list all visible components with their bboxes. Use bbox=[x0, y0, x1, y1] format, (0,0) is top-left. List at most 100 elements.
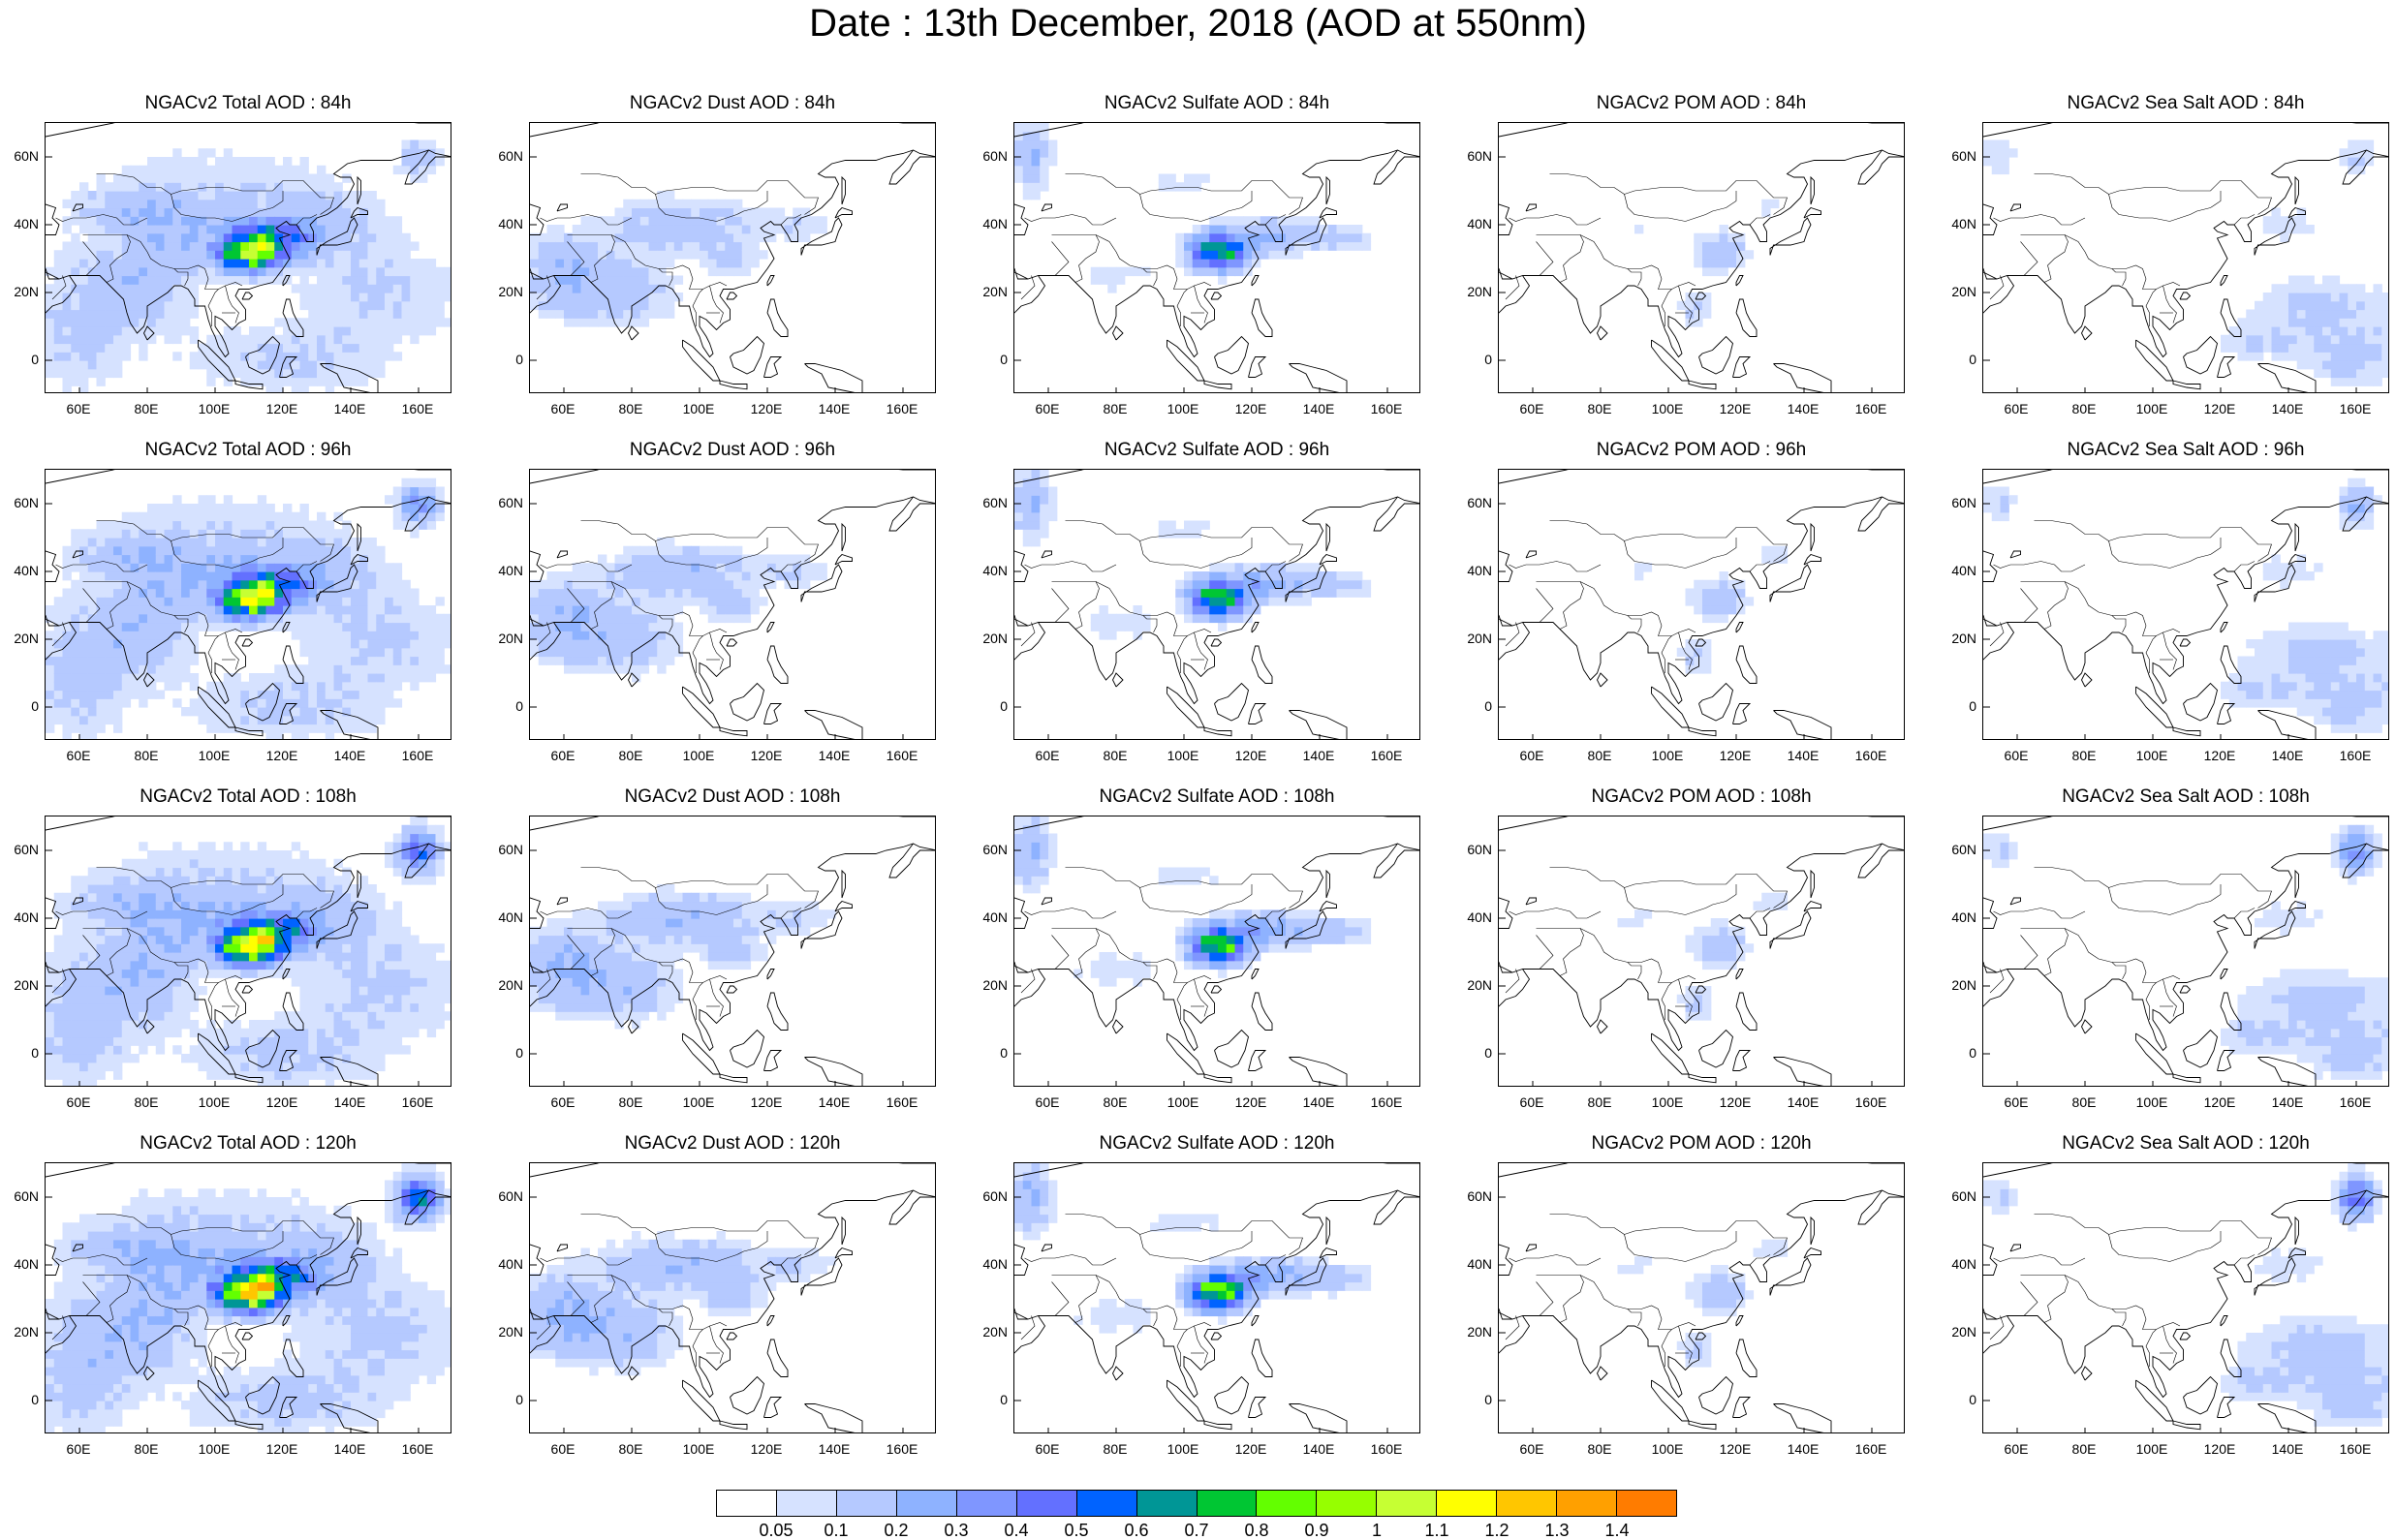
aod-cell bbox=[2340, 673, 2349, 682]
aod-cell bbox=[147, 876, 156, 884]
aod-cell bbox=[717, 267, 726, 276]
aod-cell bbox=[54, 318, 63, 326]
coastline bbox=[1204, 727, 1231, 736]
aod-cell bbox=[199, 360, 207, 369]
aod-cell bbox=[156, 589, 165, 598]
aod-cell bbox=[2001, 504, 2009, 512]
aod-cell bbox=[165, 157, 173, 166]
aod-cell bbox=[292, 166, 300, 174]
aod-cell bbox=[427, 521, 436, 530]
aod-cell bbox=[308, 698, 317, 707]
aod-cell bbox=[131, 555, 140, 564]
aod-cell bbox=[733, 563, 742, 571]
aod-cell bbox=[224, 707, 233, 716]
aod-cell bbox=[274, 1045, 283, 1054]
aod-cell bbox=[402, 580, 411, 589]
aod-cell bbox=[88, 657, 97, 665]
aod-cell bbox=[88, 208, 97, 217]
aod-cell bbox=[1193, 614, 1201, 623]
aod-cell bbox=[342, 259, 351, 267]
aod-cell bbox=[215, 876, 224, 884]
aod-cell bbox=[113, 589, 122, 598]
aod-cell bbox=[88, 571, 97, 580]
aod-cell bbox=[419, 326, 427, 335]
aod-cell bbox=[2238, 326, 2247, 335]
aod-cell bbox=[88, 293, 97, 301]
aod-cell bbox=[2331, 657, 2340, 665]
aod-map bbox=[1499, 470, 1905, 740]
aod-cell bbox=[402, 664, 411, 673]
aod-cell bbox=[79, 1003, 88, 1012]
aod-cell bbox=[97, 571, 106, 580]
aod-cell bbox=[1209, 250, 1218, 259]
aod-cell bbox=[368, 707, 377, 716]
aod-cell bbox=[156, 673, 165, 682]
aod-cell bbox=[139, 995, 147, 1003]
aod-cell bbox=[2306, 657, 2315, 665]
aod-cell bbox=[539, 284, 547, 293]
aod-cell bbox=[156, 614, 165, 623]
aod-cell bbox=[2221, 344, 2229, 353]
coastline bbox=[1249, 357, 1266, 378]
aod-cell bbox=[274, 876, 283, 884]
aod-cell bbox=[54, 1063, 63, 1071]
aod-cell bbox=[376, 698, 385, 707]
aod-cell bbox=[283, 1079, 292, 1087]
aod-cell bbox=[181, 977, 190, 986]
aod-cell bbox=[190, 563, 199, 571]
aod-cell bbox=[54, 267, 63, 276]
aod-cell bbox=[359, 597, 368, 605]
aod-cell bbox=[1277, 250, 1286, 259]
aod-cell bbox=[1303, 216, 1312, 225]
aod-cell bbox=[79, 1079, 88, 1087]
aod-cell bbox=[199, 589, 207, 598]
aod-cell bbox=[249, 369, 258, 378]
aod-cell bbox=[54, 301, 63, 310]
aod-cell bbox=[342, 352, 351, 360]
aod-cell bbox=[385, 318, 393, 326]
aod-cell bbox=[342, 580, 351, 589]
lon-label: 120E bbox=[259, 401, 305, 416]
aod-cell bbox=[2306, 276, 2315, 285]
aod-cell bbox=[733, 605, 742, 614]
aod-cell bbox=[725, 242, 733, 251]
lon-label: 60E bbox=[1993, 748, 2039, 763]
aod-cell bbox=[97, 563, 106, 571]
aod-cell bbox=[649, 310, 658, 319]
aod-cell bbox=[733, 267, 742, 276]
aod-cell bbox=[725, 200, 733, 208]
aod-cell bbox=[632, 571, 640, 580]
aod-cell bbox=[1286, 580, 1294, 589]
aod-cell bbox=[2322, 623, 2331, 631]
aod-cell bbox=[113, 1071, 122, 1080]
aod-cell bbox=[351, 682, 359, 691]
aod-cell bbox=[300, 597, 309, 605]
aod-cell bbox=[224, 605, 233, 614]
aod-cell bbox=[2381, 698, 2389, 707]
aod-cell bbox=[1702, 657, 1711, 665]
aod-cell bbox=[351, 242, 359, 251]
aod-cell bbox=[215, 521, 224, 530]
aod-cell bbox=[190, 208, 199, 217]
aod-cell bbox=[317, 1029, 326, 1037]
aod-cell bbox=[308, 233, 317, 242]
aod-cell bbox=[1634, 563, 1643, 571]
aod-cell bbox=[649, 623, 658, 631]
aod-cell bbox=[1736, 589, 1745, 598]
aod-cell bbox=[190, 242, 199, 251]
aod-cell bbox=[156, 555, 165, 564]
aod-cell bbox=[292, 961, 300, 970]
aod-cell bbox=[539, 301, 547, 310]
aod-cell bbox=[258, 495, 266, 504]
aod-cell bbox=[283, 225, 292, 233]
aod-cell bbox=[1227, 605, 1235, 614]
aod-cell bbox=[683, 555, 692, 564]
aod-cell bbox=[79, 369, 88, 378]
aod-cell bbox=[2356, 301, 2365, 310]
aod-cell bbox=[1337, 233, 1346, 242]
aod-cell bbox=[190, 571, 199, 580]
aod-cell bbox=[1193, 225, 1201, 233]
aod-cell bbox=[88, 1037, 97, 1046]
aod-cell bbox=[2348, 724, 2356, 733]
aod-cell bbox=[1048, 148, 1057, 157]
